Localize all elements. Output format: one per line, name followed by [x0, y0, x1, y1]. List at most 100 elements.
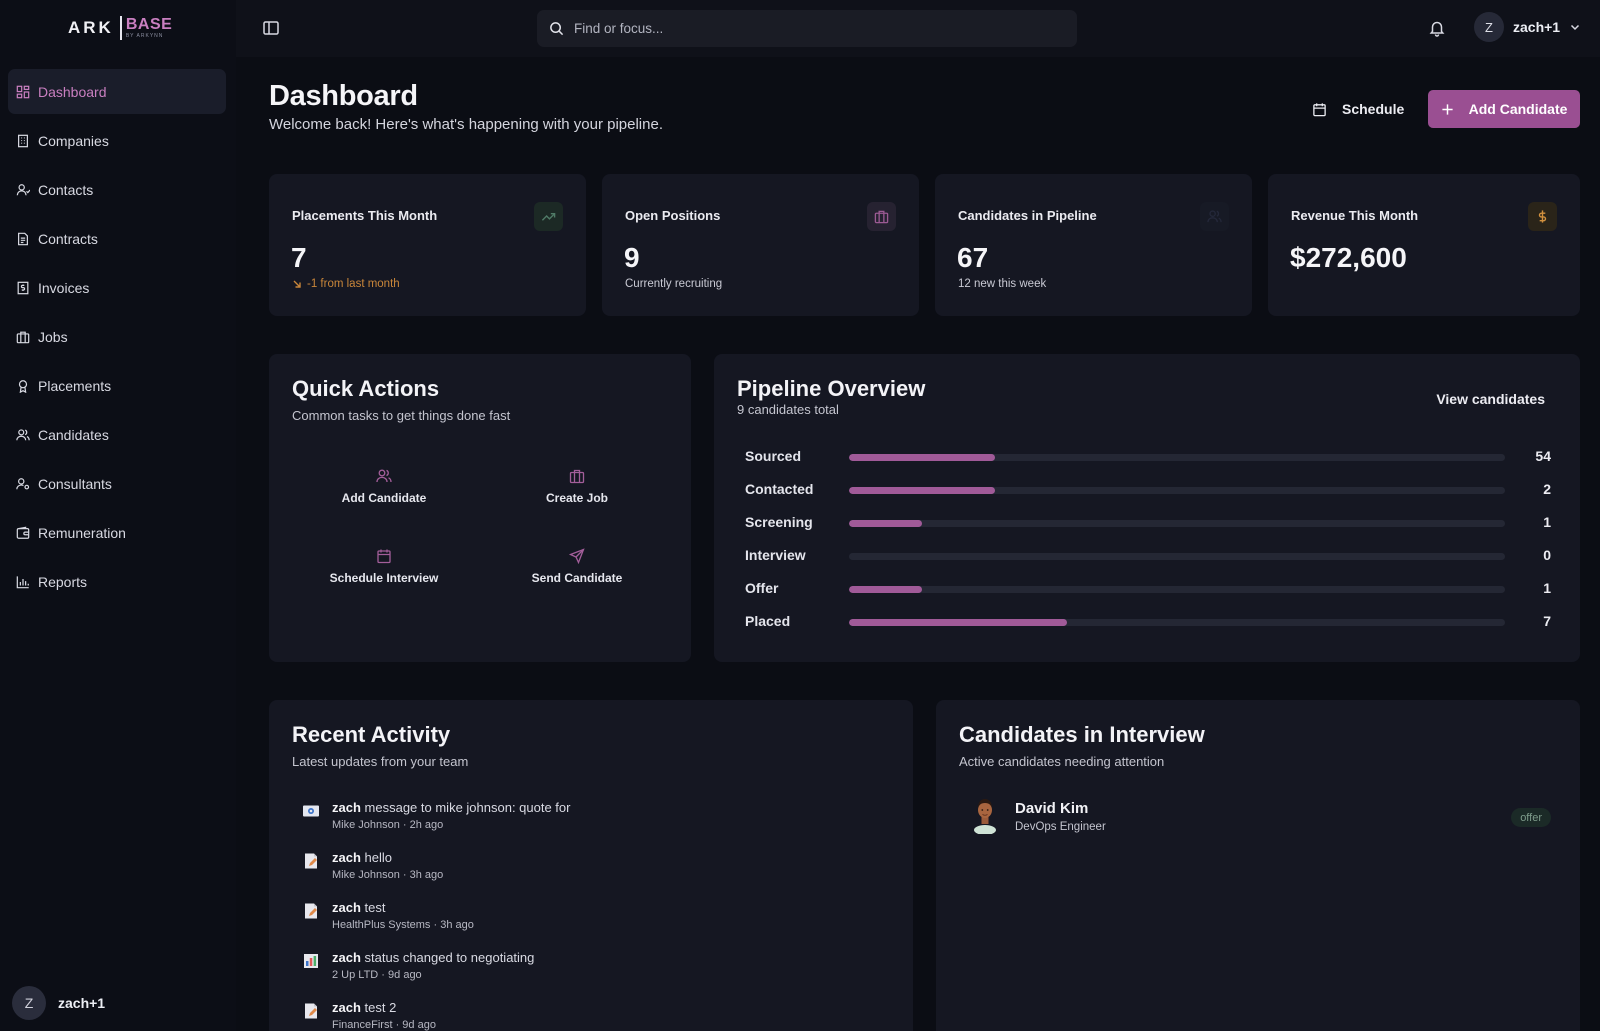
activity-meta: FinanceFirst · 9d ago [332, 1019, 436, 1031]
stat-note: 12 new this week [958, 278, 1047, 290]
schedule-button-label: Schedule [1342, 101, 1405, 117]
pipeline-stage-name: Offer [745, 580, 779, 596]
recent-activity-title: Recent Activity [292, 722, 451, 747]
calendar-icon [377, 549, 391, 563]
sidebar-item-invoices[interactable]: Invoices [8, 265, 226, 310]
sidebar-item-companies[interactable]: Companies [8, 118, 226, 163]
logo-ark-text: ARK [68, 18, 114, 37]
users-icon [1207, 210, 1222, 223]
stat-value: 9 [624, 242, 640, 273]
building-icon [18, 134, 28, 147]
briefcase-icon [16, 331, 30, 343]
sidebar-item-candidates[interactable]: Candidates [8, 412, 226, 457]
stat-card-revenue: Revenue This Month $272,600 [1268, 174, 1580, 316]
pipeline-stage-row: Placed 7 [745, 612, 1551, 632]
stat-icon-badge [867, 202, 896, 231]
quick-action-send-candidate[interactable]: Send Candidate [502, 536, 652, 596]
sidebar-item-contracts[interactable]: Contracts [8, 216, 226, 261]
add-candidate-button[interactable]: Add Candidate [1428, 90, 1580, 128]
sidebar-item-remuneration[interactable]: Remuneration [8, 510, 226, 555]
quick-actions-subtitle: Common tasks to get things done fast [292, 408, 511, 423]
search-bar[interactable] [537, 10, 1077, 47]
sidebar-item-label: Invoices [38, 279, 90, 296]
chart-icon [304, 954, 318, 968]
add-candidate-button-label: Add Candidate [1468, 101, 1568, 117]
sidebar-user-menu[interactable]: Z zach+1 [12, 986, 105, 1020]
status-badge: offer [1511, 808, 1551, 827]
page-subtitle: Welcome back! Here's what's happening wi… [269, 116, 663, 133]
pipeline-stage-row: Interview 0 [745, 546, 1551, 566]
pipeline-stage-row: Offer 1 [745, 579, 1551, 599]
pipeline-stage-name: Sourced [745, 448, 802, 464]
pipeline-stage-track [849, 553, 1505, 560]
pipeline-title: Pipeline Overview [737, 376, 926, 401]
sidebar-item-label: Dashboard [38, 83, 107, 100]
sidebar-item-label: Reports [38, 573, 88, 590]
quick-action-add-candidate[interactable]: Add Candidate [309, 456, 459, 516]
sidebar-item-placements[interactable]: Placements [8, 363, 226, 408]
pipeline-stage-fill [849, 586, 922, 593]
sidebar-item-jobs[interactable]: Jobs [8, 314, 226, 359]
email-icon [303, 805, 319, 817]
users-icon [376, 469, 392, 482]
stat-value: $272,600 [1290, 242, 1407, 273]
pipeline-stage-row: Contacted 2 [745, 480, 1551, 500]
activity-meta: Mike Johnson · 2h ago [332, 819, 444, 831]
quick-actions-title: Quick Actions [292, 376, 440, 401]
quick-action-create-job[interactable]: Create Job [502, 456, 652, 516]
logo-subtext: BY ARKYNN [125, 33, 164, 39]
activity-message: hello [364, 850, 392, 865]
activity-message: test 2 [364, 1000, 397, 1015]
sidebar-toggle-icon[interactable] [262, 19, 280, 37]
sidebar-item-label: Contracts [38, 230, 98, 247]
chevron-down-icon [1571, 24, 1580, 31]
note-icon [305, 853, 317, 869]
stat-note: Currently recruiting [625, 278, 723, 290]
sidebar-item-label: Jobs [38, 328, 68, 345]
pipeline-overview-panel: Pipeline Overview 9 candidates total Vie… [714, 354, 1580, 662]
pipeline-stage-fill [849, 487, 995, 494]
search-input[interactable] [574, 21, 1054, 36]
quick-action-label: Send Candidate [531, 570, 623, 585]
quick-action-schedule-interview[interactable]: Schedule Interview [309, 536, 459, 596]
bar-chart-icon [16, 575, 29, 588]
file-text-icon [18, 232, 28, 245]
calendar-icon [1313, 102, 1326, 116]
sidebar-item-contacts[interactable]: Contacts [8, 167, 226, 212]
view-candidates-link[interactable]: View candidates [1436, 391, 1545, 407]
note-icon [305, 903, 317, 919]
candidates-in-interview-panel: Candidates in Interview Active candidate… [936, 700, 1580, 1031]
sidebar-item-dashboard[interactable]: Dashboard [8, 69, 226, 114]
sidebar-item-label: Remuneration [38, 524, 126, 541]
activity-text: zach status changed to negotiating [332, 950, 534, 965]
briefcase-icon [569, 469, 585, 483]
app-logo[interactable]: ARK BASE BY ARKYNN [68, 14, 172, 42]
pipeline-stage-track [849, 520, 1505, 527]
user-menu[interactable]: Z zach+1 [1474, 12, 1581, 42]
stat-label: Open Positions [625, 208, 721, 223]
pipeline-stage-name: Interview [745, 547, 806, 563]
contact-icon [16, 183, 30, 195]
activity-text: zach hello [332, 850, 392, 865]
candidates-interview-subtitle: Active candidates needing attention [959, 754, 1165, 769]
trending-up-icon [541, 212, 556, 221]
schedule-button[interactable]: Schedule [1312, 91, 1404, 127]
activity-user: zach [332, 850, 361, 865]
sidebar-item-reports[interactable]: Reports [8, 559, 226, 604]
pipeline-stage-track [849, 619, 1505, 626]
pipeline-stage-row: Sourced 54 [745, 447, 1551, 467]
bell-icon[interactable] [1428, 19, 1446, 37]
pipeline-stage-track [849, 487, 1505, 494]
recent-activity-panel: Recent Activity Latest updates from your… [269, 700, 913, 1031]
stat-note: -1 from last month [292, 278, 400, 290]
plus-icon [1442, 103, 1453, 115]
users-icon [16, 428, 30, 440]
avatar [974, 799, 996, 834]
user-name: zach+1 [1513, 19, 1561, 35]
candidate-row[interactable]: David Kim DevOps Engineer offer [959, 794, 1551, 842]
sidebar-item-consultants[interactable]: Consultants [8, 461, 226, 506]
avatar: Z [12, 986, 46, 1020]
quick-action-label: Create Job [545, 490, 609, 505]
pipeline-stage-count: 54 [1535, 448, 1551, 464]
sidebar: ARK BASE BY ARKYNN Dashboard Companies C… [0, 0, 236, 1031]
